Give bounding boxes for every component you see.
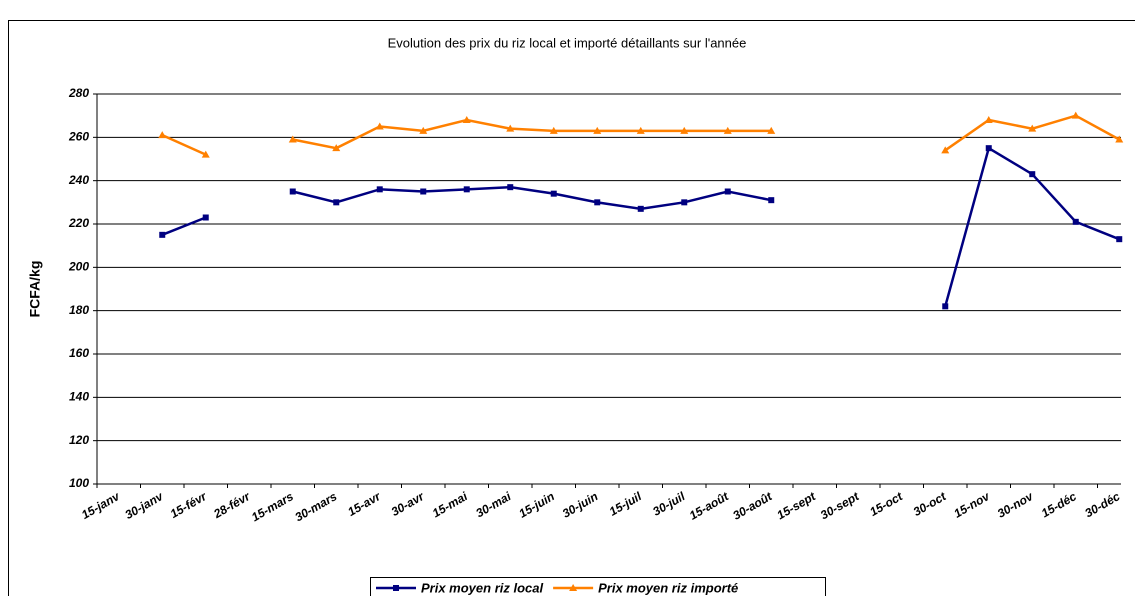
y-tick-label: 220 xyxy=(68,216,89,230)
point xyxy=(1115,135,1124,143)
point xyxy=(723,126,732,134)
point xyxy=(463,186,470,193)
point xyxy=(288,135,297,143)
y-tick-label: 140 xyxy=(69,390,89,404)
point xyxy=(1028,124,1037,132)
point xyxy=(594,199,601,206)
point xyxy=(549,126,558,134)
point xyxy=(332,144,341,152)
legend: Prix moyen riz local Prix moyen riz impor… xyxy=(370,577,826,596)
legend-label: Prix moyen riz importé xyxy=(598,580,738,595)
point xyxy=(201,150,210,158)
y-tick-label: 200 xyxy=(68,260,89,274)
chart-title: Evolution des prix du riz local et impor… xyxy=(388,35,747,50)
point xyxy=(941,146,950,154)
point xyxy=(550,190,557,197)
y-tick-label: 280 xyxy=(68,86,89,100)
point xyxy=(767,126,776,134)
point xyxy=(507,184,514,191)
point xyxy=(202,214,209,221)
point xyxy=(680,126,689,134)
point xyxy=(593,126,602,134)
y-tick-label: 180 xyxy=(69,303,89,317)
point xyxy=(419,126,428,134)
point xyxy=(289,188,296,195)
point xyxy=(942,303,949,310)
point xyxy=(159,231,166,238)
legend-frame xyxy=(370,577,826,596)
y-tick-label: 240 xyxy=(68,173,89,187)
point xyxy=(1071,111,1080,119)
point xyxy=(985,145,992,152)
y-tick-label: 160 xyxy=(69,346,89,360)
point xyxy=(333,199,340,206)
point xyxy=(420,188,427,195)
point xyxy=(506,124,515,132)
point xyxy=(637,205,644,212)
point xyxy=(1072,218,1079,225)
y-tick-label: 120 xyxy=(69,433,89,447)
point xyxy=(1029,171,1036,178)
legend-marker xyxy=(569,584,578,591)
point xyxy=(984,116,993,123)
point xyxy=(636,126,645,134)
point xyxy=(158,131,167,139)
point xyxy=(724,188,731,195)
y-axis-label: FCFA/kg xyxy=(27,261,43,318)
y-tick-label: 100 xyxy=(69,476,89,490)
legend-marker xyxy=(393,585,399,591)
y-tick-label: 260 xyxy=(68,130,89,144)
legend-label: Prix moyen riz local xyxy=(421,580,543,595)
point xyxy=(768,197,775,204)
point xyxy=(375,122,384,130)
point xyxy=(1116,236,1123,243)
point xyxy=(681,199,688,206)
point xyxy=(462,116,471,123)
point xyxy=(376,186,383,193)
